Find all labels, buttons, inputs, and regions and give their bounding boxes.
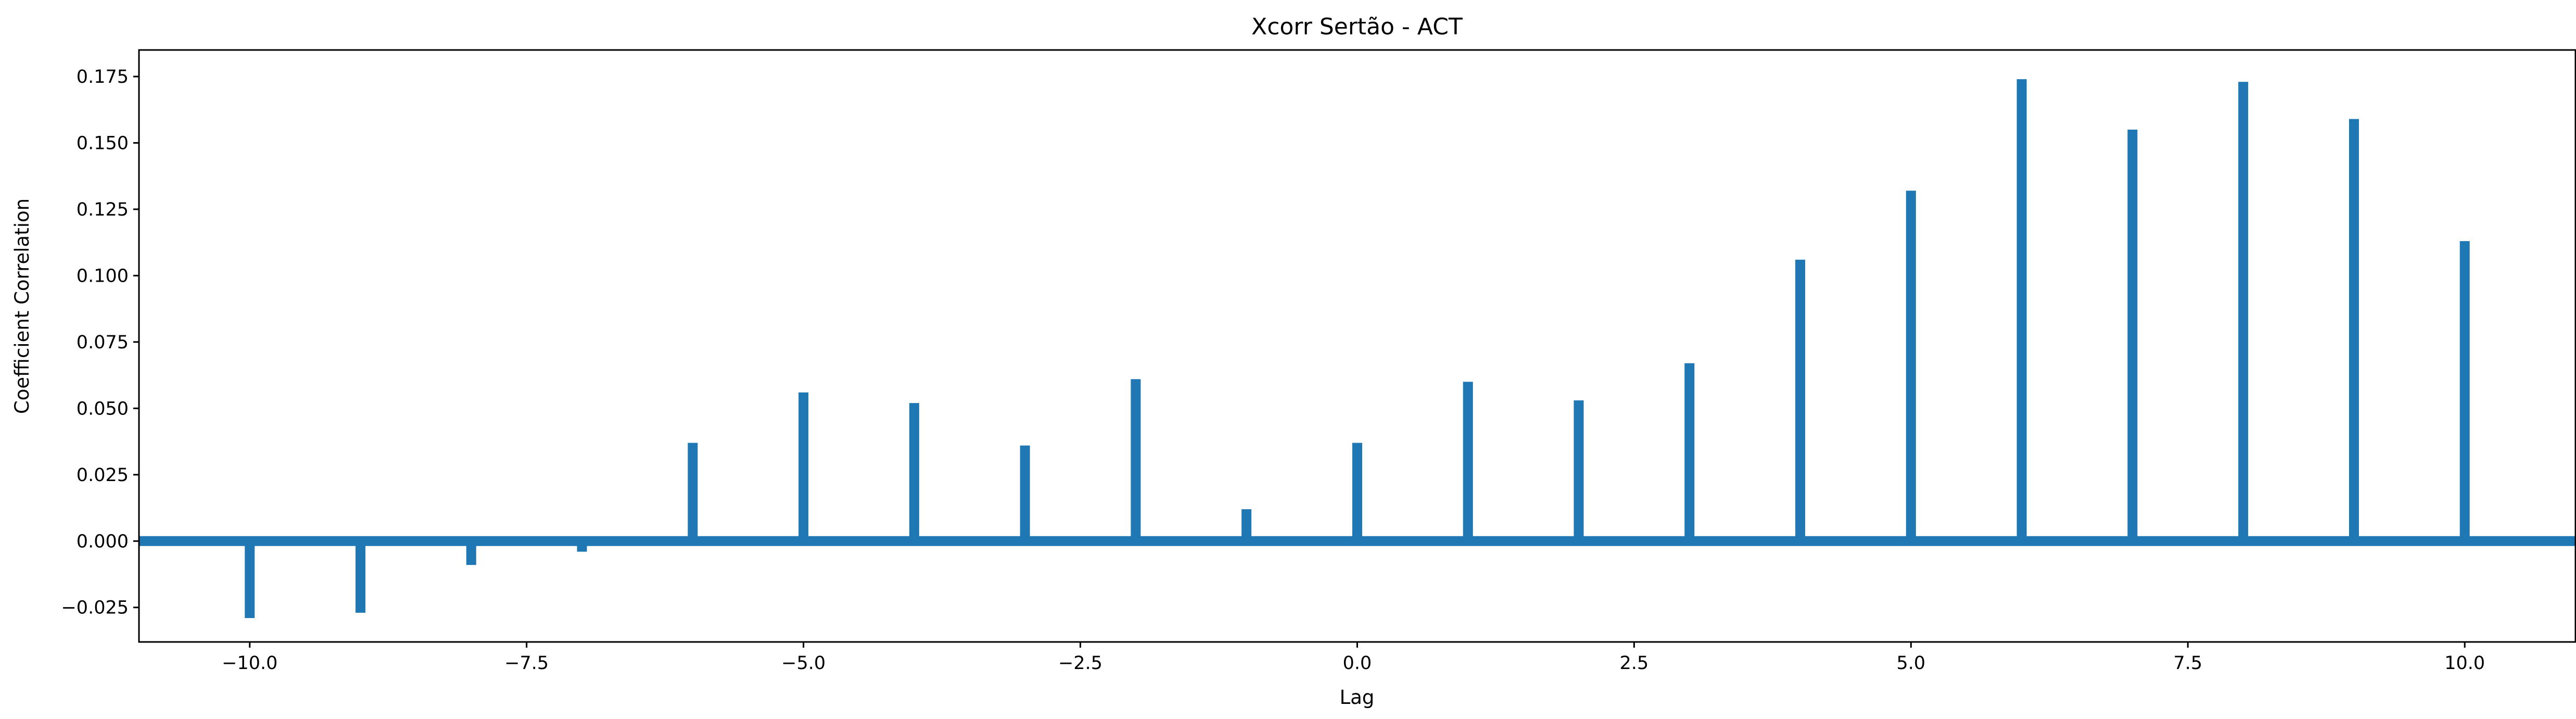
xcorr-bar — [2238, 82, 2249, 541]
x-tick-label: −7.5 — [504, 653, 549, 674]
x-tick-label: 7.5 — [2173, 653, 2202, 674]
y-tick-label: 0.050 — [77, 398, 129, 419]
y-axis: −0.025 0.000 0.025 0.050 0.075 0.100 0.125 0.15… — [61, 67, 139, 619]
x-tick-label: 0.0 — [1343, 653, 1372, 674]
chart-title: Xcorr Sertão - ACT — [1251, 14, 1463, 40]
xcorr-bar — [466, 541, 476, 565]
xcorr-bar — [2459, 241, 2470, 541]
xcorr-bar — [688, 443, 698, 541]
x-tick-label: −5.0 — [781, 653, 826, 674]
xcorr-bar — [1241, 509, 1252, 541]
xcorr-bar — [1352, 443, 1362, 541]
xcorr-bar — [2016, 79, 2027, 541]
x-tick-label: 5.0 — [1897, 653, 1926, 674]
xcorr-bar — [909, 403, 919, 541]
xcorr-bar — [1795, 259, 1806, 541]
y-tick-label: 0.100 — [77, 266, 129, 286]
y-tick-label: 0.075 — [77, 332, 129, 353]
plot-area — [139, 79, 2575, 619]
y-tick-label: 0.125 — [77, 199, 129, 220]
xcorr-bar — [2349, 119, 2359, 541]
y-axis-label: Coefficient Correlation — [11, 198, 33, 414]
xcorr-bar — [2127, 129, 2138, 541]
y-tick-label: 0.150 — [77, 133, 129, 154]
x-tick-label: 2.5 — [1620, 653, 1649, 674]
y-tick-label: 0.175 — [77, 67, 129, 87]
x-axis: −10.0 −7.5 −5.0 −2.5 0.0 2.5 5.0 7.5 10.0 — [222, 642, 2485, 674]
y-tick-label: 0.000 — [77, 531, 129, 552]
xcorr-bar — [1020, 445, 1030, 541]
y-tick-label: 0.025 — [77, 465, 129, 486]
xcorr-bar — [1573, 400, 1584, 541]
x-tick-label: −10.0 — [222, 653, 277, 674]
axes-frame — [138, 49, 2576, 643]
xcorr-bar — [356, 541, 366, 613]
xcorr-bar — [1684, 363, 1695, 541]
x-axis-label: Lag — [1340, 686, 1375, 709]
xcorr-bar — [1463, 382, 1473, 541]
xcorr-bar — [1906, 191, 1916, 541]
xcorr-bar — [798, 392, 809, 541]
xcorr-bar — [1131, 379, 1141, 541]
y-tick-label: −0.025 — [61, 598, 129, 619]
x-tick-label: 10.0 — [2444, 653, 2485, 674]
xcorr-bar — [245, 541, 255, 619]
x-tick-label: −2.5 — [1058, 653, 1102, 674]
